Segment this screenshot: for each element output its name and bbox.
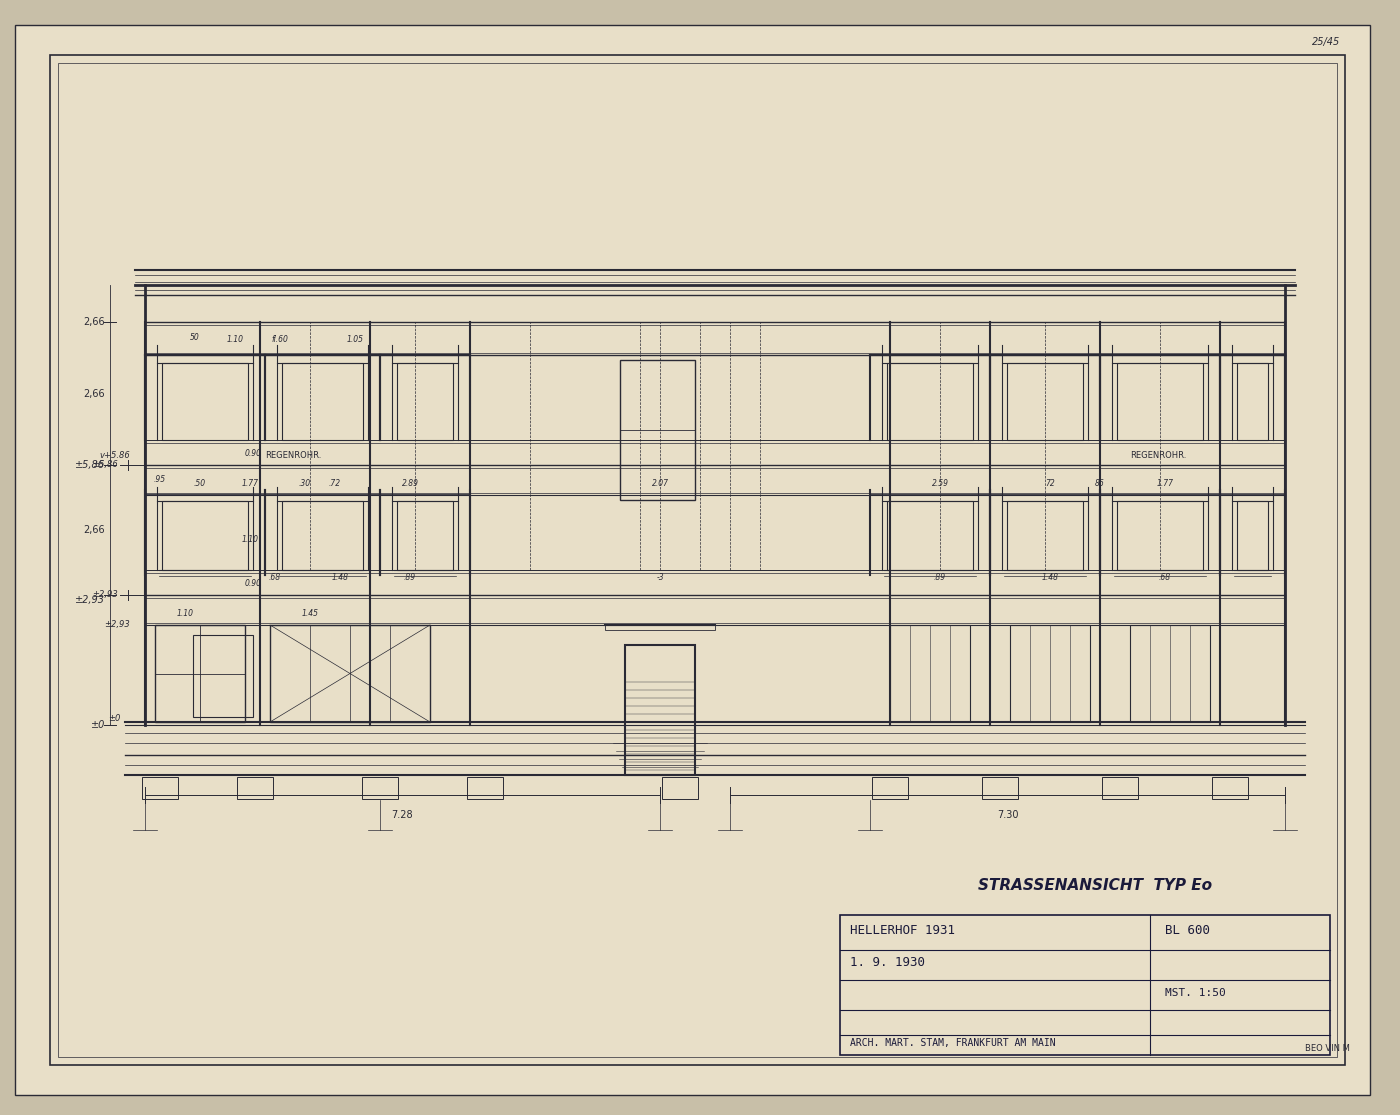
Text: BEO VIN M: BEO VIN M [1305, 1044, 1350, 1053]
Text: .95: .95 [154, 475, 167, 485]
Text: .50: .50 [195, 478, 206, 487]
Bar [1117, 501, 1203, 570]
Text: 25/45: 25/45 [1312, 37, 1340, 47]
Bar [1009, 626, 1091, 723]
Bar [1238, 363, 1268, 440]
Text: STRASSENANSICHT  TYP Eo: STRASSENANSICHT TYP Eo [979, 878, 1212, 893]
Text: 86: 86 [1095, 478, 1105, 487]
Text: 2.89: 2.89 [402, 478, 419, 487]
Text: 1.45: 1.45 [301, 609, 319, 618]
Text: v+5.86: v+5.86 [99, 450, 130, 460]
Text: ±0: ±0 [91, 720, 105, 730]
Bar [624, 644, 694, 775]
Bar [281, 501, 363, 570]
Text: BL 600: BL 600 [1165, 923, 1210, 937]
Text: 1. 9. 1930: 1. 9. 1930 [850, 957, 925, 970]
Bar [57, 64, 1337, 1057]
Bar [193, 636, 253, 717]
Bar [155, 626, 245, 723]
Text: MST. 1:50: MST. 1:50 [1165, 988, 1226, 998]
Text: 50: 50 [190, 332, 200, 341]
Text: 1.77: 1.77 [1156, 478, 1173, 487]
Bar [1130, 626, 1210, 723]
Bar [890, 626, 970, 723]
Bar [398, 363, 454, 440]
Text: 1.10: 1.10 [227, 336, 244, 345]
Bar [620, 360, 694, 500]
Text: -3: -3 [657, 573, 664, 582]
Bar [888, 363, 973, 440]
Bar [1212, 777, 1247, 799]
Text: 72: 72 [1046, 478, 1054, 487]
Text: ±5,86: ±5,86 [76, 460, 105, 471]
Text: .68: .68 [269, 573, 281, 582]
Text: ±2,93: ±2,93 [76, 595, 105, 605]
Bar [872, 777, 909, 799]
Text: 2,66: 2,66 [84, 525, 105, 535]
Text: 2.59: 2.59 [931, 478, 949, 487]
Text: ±5,86: ±5,86 [92, 460, 118, 469]
Text: ±2,93: ±2,93 [104, 621, 130, 630]
Bar [237, 777, 273, 799]
Text: 1.48: 1.48 [332, 573, 349, 582]
Bar [840, 915, 1330, 1055]
Text: .89: .89 [934, 573, 946, 582]
Bar [281, 363, 363, 440]
Text: 7.28: 7.28 [392, 809, 413, 820]
Text: 1.48: 1.48 [1042, 573, 1058, 582]
Text: REGENROHR.: REGENROHR. [265, 450, 322, 459]
Text: 1.10: 1.10 [176, 609, 193, 618]
Text: 1.77: 1.77 [241, 478, 259, 487]
Bar [270, 626, 430, 723]
Text: .89: .89 [405, 573, 416, 582]
Bar [981, 777, 1018, 799]
Bar [662, 777, 699, 799]
Bar [162, 363, 248, 440]
Bar [1007, 501, 1084, 570]
Text: REGENROHR.: REGENROHR. [1130, 450, 1186, 459]
Bar [141, 777, 178, 799]
Bar [1238, 501, 1268, 570]
Text: 1.05: 1.05 [347, 336, 364, 345]
Text: .68: .68 [1159, 573, 1170, 582]
Text: fl.60: fl.60 [272, 336, 288, 345]
Bar [1007, 363, 1084, 440]
Bar [468, 777, 503, 799]
Text: .72: .72 [329, 478, 342, 487]
Text: ARCH. MART. STAM, FRANKFURT AM MAIN: ARCH. MART. STAM, FRANKFURT AM MAIN [850, 1038, 1056, 1048]
Bar [398, 501, 454, 570]
Text: 1.10: 1.10 [241, 535, 259, 544]
Bar [162, 501, 248, 570]
Text: .30: .30 [300, 478, 311, 487]
Bar [1102, 777, 1138, 799]
Bar [605, 626, 715, 630]
Text: 2,66: 2,66 [84, 389, 105, 399]
Bar [1117, 363, 1203, 440]
Text: 7.30: 7.30 [997, 809, 1018, 820]
Bar [363, 777, 398, 799]
Text: ±0: ±0 [108, 714, 120, 723]
Bar [888, 501, 973, 570]
Text: 2,66: 2,66 [84, 317, 105, 327]
Text: 0.90: 0.90 [245, 579, 262, 588]
Text: HELLERHOF 1931: HELLERHOF 1931 [850, 923, 955, 937]
Text: 0.90: 0.90 [245, 448, 262, 457]
Text: ±2,93: ±2,93 [92, 591, 118, 600]
Text: 2.07: 2.07 [651, 478, 669, 487]
